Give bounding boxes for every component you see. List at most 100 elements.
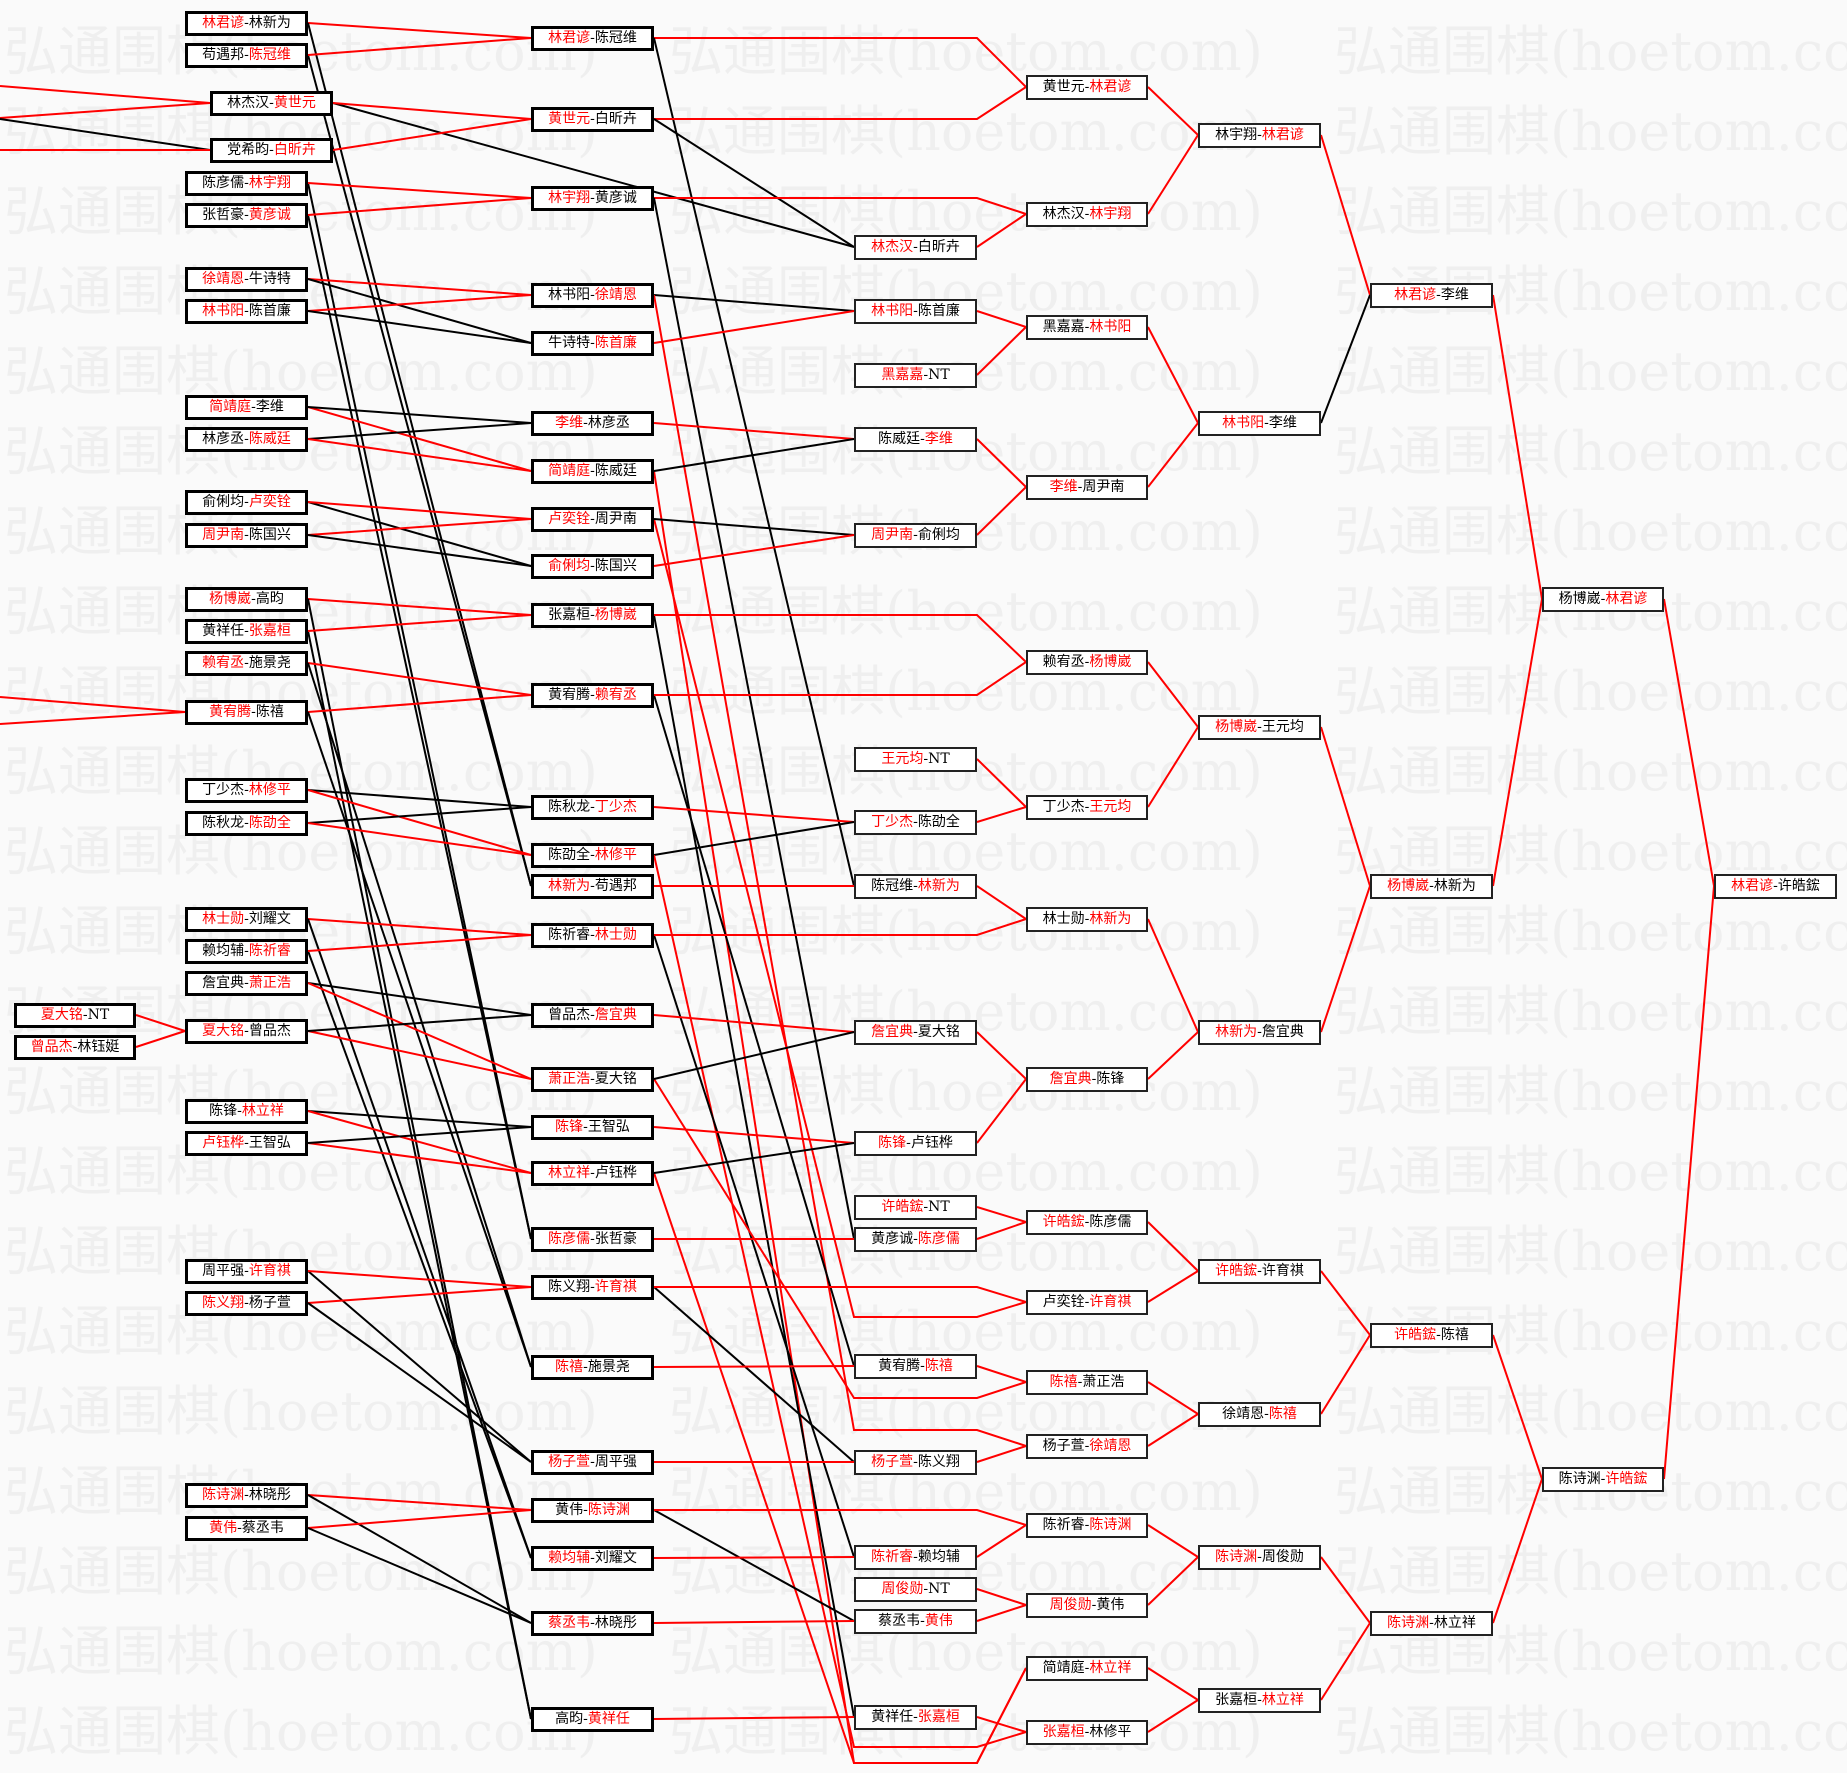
player-1-name: 陈锋 <box>209 1102 238 1119</box>
match-box-round-2: 林彦丞 - 陈威廷 <box>185 426 308 452</box>
player-2-name: 杨博崴 <box>1089 653 1132 670</box>
player-1-name: 陈威廷 <box>878 430 921 447</box>
match-box-round-4: 周俊勋 - NT <box>854 1576 977 1602</box>
match-box-round-4: 黄祥任 - 张嘉桓 <box>854 1704 977 1730</box>
match-box-round-6: 林宇翔 - 林君谚 <box>1198 122 1321 148</box>
advance-line <box>976 1604 1027 1622</box>
drop-line <box>307 214 532 1240</box>
advance-line <box>1492 598 1543 887</box>
player-2-name: 赖宥丞 <box>594 686 637 703</box>
advance-line <box>307 1030 532 1080</box>
advance-line <box>307 694 532 713</box>
match-box-round-3: 陈彦儒 - 张哲豪 <box>531 1226 654 1252</box>
advance-line <box>1147 1524 1199 1558</box>
separator: - <box>1600 1470 1606 1487</box>
player-1-name: 曾品杰 <box>548 1006 591 1023</box>
separator: - <box>244 974 249 991</box>
advance-line <box>653 310 855 344</box>
separator: - <box>1084 1213 1090 1230</box>
watermark-text: 弘通围棋(hoetom.com) <box>1334 1060 1847 1123</box>
advance-line <box>653 1620 855 1624</box>
player-1-name: 杨博崴 <box>1215 718 1258 735</box>
match-box-round-3: 林新为 - 苟遇邦 <box>531 873 654 899</box>
advance-line <box>1147 1556 1199 1606</box>
separator: - <box>590 462 595 479</box>
drop-line <box>653 197 855 1240</box>
separator: - <box>244 942 249 959</box>
advance-line <box>1147 1699 1199 1733</box>
player-1-name: 丁少杰 <box>1042 798 1085 815</box>
match-box-round-5: 林杰汉 - 林宇翔 <box>1026 201 1148 227</box>
separator: - <box>82 1006 88 1023</box>
player-1-name: 黄世元 <box>1042 78 1085 95</box>
player-2-name: 施景尧 <box>248 654 291 671</box>
separator: - <box>590 798 595 815</box>
player-2-name: 白昕卉 <box>917 238 960 255</box>
watermark-text: 弘通围棋(hoetom.com) <box>669 20 1263 83</box>
match-box-round-2: 夏大铭 - 曾品杰 <box>185 1018 308 1044</box>
player-1-name: 陈彦儒 <box>202 174 245 191</box>
advance-line <box>307 822 532 856</box>
player-2-name: 王元均 <box>1261 718 1304 735</box>
separator: - <box>1436 286 1441 303</box>
separator: - <box>923 750 929 767</box>
match-box-round-4: 蔡丞韦 - 黄伟 <box>854 1608 977 1634</box>
drop-line <box>307 1110 532 1128</box>
advance-line <box>1492 1478 1543 1624</box>
player-2-name: 许育祺 <box>1261 1262 1304 1279</box>
match-box-round-3: 简靖庭 - 陈威廷 <box>531 458 654 484</box>
player-2-name: NT <box>87 1006 110 1023</box>
match-box-round-2: 黄祥任 - 张嘉桓 <box>185 618 308 644</box>
match-box-round-2: 陈义翔 - 杨子萱 <box>185 1290 308 1316</box>
match-box-round-8: 陈诗渊 - 许皓鋐 <box>1542 1466 1664 1492</box>
separator: - <box>244 46 249 63</box>
advance-line <box>1320 1270 1371 1336</box>
player-2-name: 李维 <box>924 430 953 447</box>
player-2-name: 林书阳 <box>1089 318 1132 335</box>
match-box-round-5: 詹宜典 - 陈锋 <box>1026 1066 1148 1092</box>
separator: - <box>269 94 274 111</box>
player-1-name: 黄伟 <box>555 1501 584 1518</box>
player-2-name: 卢钰桦 <box>594 1164 637 1181</box>
player-2-name: 张嘉桓 <box>917 1708 960 1725</box>
player-1-name: 黄祥任 <box>202 622 245 639</box>
advance-line <box>653 294 1027 1447</box>
match-box-round-1: 曾品杰 - 林钰娗 <box>14 1034 136 1060</box>
player-2-name: 陈冠维 <box>248 46 291 63</box>
match-box-round-4: 林书阳 - 陈首廉 <box>854 298 977 324</box>
player-2-name: 陈锋 <box>1096 1070 1125 1087</box>
player-2-name: 林钰娗 <box>77 1038 120 1055</box>
drop-line <box>307 182 532 1240</box>
drop-line <box>653 694 855 1367</box>
separator: - <box>244 302 249 319</box>
advance-line <box>976 1716 1027 1733</box>
player-1-name: 陈诗渊 <box>1387 1614 1430 1631</box>
player-1-name: 杨子萱 <box>871 1453 914 1470</box>
player-2-name: 陈祈睿 <box>248 942 291 959</box>
player-1-name: 陈祈睿 <box>548 926 591 943</box>
separator: - <box>244 1486 249 1503</box>
separator: - <box>1429 877 1434 894</box>
player-2-name: 徐靖恩 <box>594 286 637 303</box>
advance-line <box>653 422 855 440</box>
player-2-name: 周尹南 <box>594 510 637 527</box>
player-2-name: 林新为 <box>1089 910 1132 927</box>
player-1-name: 赖均辅 <box>548 1549 591 1566</box>
player-1-name: 林新为 <box>548 877 591 894</box>
separator: - <box>913 813 918 830</box>
advance-line <box>307 1142 532 1174</box>
drop-line <box>307 789 532 808</box>
advance-line <box>976 885 1027 920</box>
player-1-name: 黄宥腾 <box>209 703 252 720</box>
advance-line <box>307 614 532 632</box>
watermark-text: 弘通围棋(hoetom.com) <box>669 580 1263 643</box>
player-1-name: 黄宥腾 <box>878 1357 921 1374</box>
match-box-round-6: 杨博崴 - 王元均 <box>1198 714 1321 740</box>
match-box-round-2: 党希昀 - 白昕卉 <box>210 137 333 163</box>
player-2-name: 杨子萱 <box>248 1294 291 1311</box>
match-box-round-2: 周尹南 - 陈国兴 <box>185 522 308 548</box>
player-1-name: 林新为 <box>1215 1023 1258 1040</box>
separator: - <box>251 703 256 720</box>
match-box-round-2: 杨博崴 - 高昀 <box>185 586 308 612</box>
separator: - <box>1084 1293 1090 1310</box>
